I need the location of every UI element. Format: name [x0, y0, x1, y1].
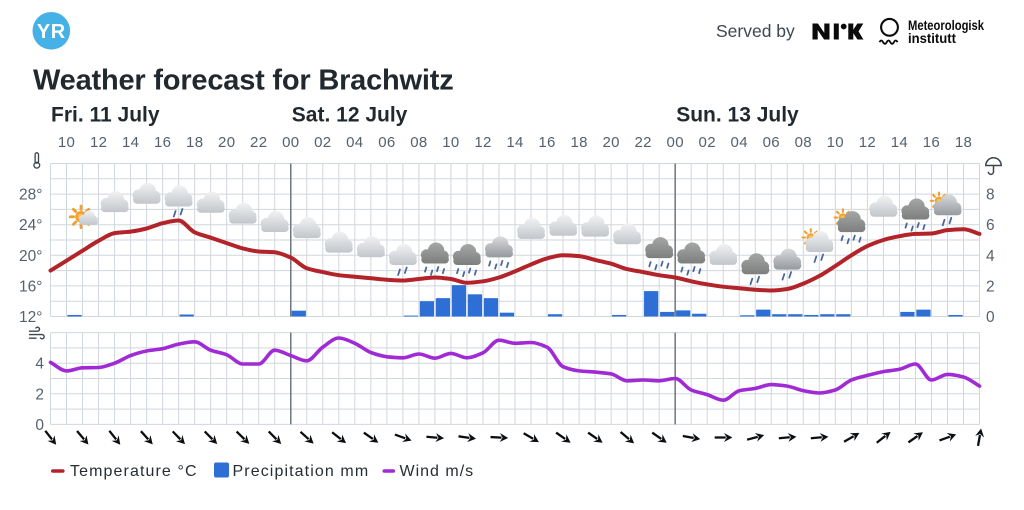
- svg-text:02: 02: [699, 134, 716, 151]
- svg-text:0: 0: [986, 309, 995, 326]
- svg-text:8: 8: [986, 187, 995, 204]
- svg-text:Meteorologisk: Meteorologisk: [908, 18, 984, 33]
- svg-text:Temperature °C: Temperature °C: [70, 463, 198, 480]
- svg-text:Wind m/s: Wind m/s: [400, 463, 475, 480]
- svg-text:YR: YR: [37, 21, 66, 43]
- svg-text:10: 10: [442, 134, 459, 151]
- svg-text:2: 2: [35, 386, 44, 403]
- svg-text:16: 16: [154, 134, 171, 151]
- svg-text:16°: 16°: [19, 278, 42, 295]
- svg-text:12: 12: [859, 134, 876, 151]
- svg-text:2: 2: [986, 278, 995, 295]
- svg-text:06: 06: [763, 134, 780, 151]
- svg-text:14: 14: [891, 134, 908, 151]
- svg-text:14: 14: [122, 134, 139, 151]
- svg-text:06: 06: [378, 134, 395, 151]
- svg-text:18: 18: [186, 134, 203, 151]
- svg-text:Sat. 12 July: Sat. 12 July: [292, 104, 408, 127]
- svg-text:24°: 24°: [19, 217, 42, 234]
- svg-text:20°: 20°: [19, 248, 42, 265]
- svg-text:4: 4: [986, 248, 995, 265]
- svg-text:institutt: institutt: [908, 31, 956, 46]
- svg-text:6: 6: [986, 217, 995, 234]
- svg-text:10: 10: [58, 134, 75, 151]
- svg-text:Weather forecast for Brachwitz: Weather forecast for Brachwitz: [33, 65, 454, 97]
- svg-text:12°: 12°: [19, 309, 42, 326]
- svg-text:18: 18: [570, 134, 587, 151]
- svg-text:10: 10: [827, 134, 844, 151]
- svg-text:02: 02: [314, 134, 331, 151]
- svg-text:0: 0: [35, 417, 44, 434]
- svg-text:20: 20: [602, 134, 619, 151]
- svg-text:18: 18: [955, 134, 972, 151]
- svg-text:04: 04: [346, 134, 363, 151]
- svg-text:00: 00: [282, 134, 299, 151]
- svg-text:Precipitation mm: Precipitation mm: [233, 463, 370, 480]
- svg-text:22: 22: [634, 134, 651, 151]
- svg-text:Fri. 11 July: Fri. 11 July: [51, 104, 160, 127]
- svg-text:12: 12: [90, 134, 107, 151]
- svg-text:14: 14: [506, 134, 523, 151]
- svg-text:04: 04: [731, 134, 748, 151]
- svg-text:22: 22: [250, 134, 267, 151]
- svg-text:4: 4: [35, 356, 44, 373]
- svg-text:00: 00: [667, 134, 684, 151]
- svg-text:Sun. 13 July: Sun. 13 July: [676, 104, 799, 127]
- svg-text:20: 20: [218, 134, 235, 151]
- svg-text:16: 16: [538, 134, 555, 151]
- svg-text:Served by: Served by: [716, 21, 795, 41]
- svg-text:08: 08: [795, 134, 812, 151]
- svg-text:12: 12: [474, 134, 491, 151]
- svg-text:28°: 28°: [19, 187, 42, 204]
- svg-text:08: 08: [410, 134, 427, 151]
- svg-text:16: 16: [923, 134, 940, 151]
